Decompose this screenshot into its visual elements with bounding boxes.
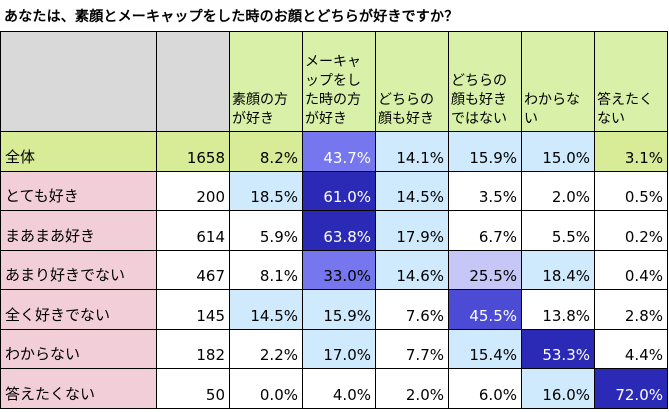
value-cell: 15.0% — [522, 132, 595, 172]
value-cell: 15.9% — [449, 132, 522, 172]
value-cell: 5.9% — [230, 211, 303, 251]
value-cell: 18.4% — [522, 250, 595, 290]
row-label: 全体 — [0, 132, 157, 172]
column-header: 答えたくない — [595, 31, 668, 132]
value-cell: 17.9% — [376, 211, 449, 251]
value-cell: 6.0% — [449, 369, 522, 409]
value-cell: 13.8% — [522, 290, 595, 330]
row-count: 182 — [157, 329, 230, 369]
value-cell: 8.2% — [230, 132, 303, 172]
value-cell: 2.2% — [230, 329, 303, 369]
row-label: まあまあ好き — [0, 211, 157, 251]
value-cell: 8.1% — [230, 250, 303, 290]
value-cell: 2.8% — [595, 290, 668, 330]
value-cell: 18.5% — [230, 171, 303, 211]
value-cell: 3.1% — [595, 132, 668, 172]
value-cell: 72.0% — [595, 369, 668, 409]
value-cell: 4.4% — [595, 329, 668, 369]
row-count: 1658 — [157, 132, 230, 172]
value-cell: 53.3% — [522, 329, 595, 369]
value-cell: 0.4% — [595, 250, 668, 290]
row-label: とても好き — [0, 171, 157, 211]
value-cell: 15.4% — [449, 329, 522, 369]
value-cell: 0.0% — [230, 369, 303, 409]
value-cell: 14.6% — [376, 250, 449, 290]
value-cell: 15.9% — [303, 290, 376, 330]
row-count: 467 — [157, 250, 230, 290]
row-label: わからない — [0, 329, 157, 369]
value-cell: 17.0% — [303, 329, 376, 369]
column-header: どちらの顔も好きではない — [449, 31, 522, 132]
value-cell: 6.7% — [449, 211, 522, 251]
value-cell: 43.7% — [303, 132, 376, 172]
value-cell: 14.1% — [376, 132, 449, 172]
value-cell: 0.5% — [595, 171, 668, 211]
row-count: 200 — [157, 171, 230, 211]
row-label: 答えたくない — [0, 369, 157, 409]
value-cell: 14.5% — [230, 290, 303, 330]
value-cell: 5.5% — [522, 211, 595, 251]
row-count: 50 — [157, 369, 230, 409]
column-header: わからない — [522, 31, 595, 132]
row-count: 145 — [157, 290, 230, 330]
column-header: 素顔の方が好き — [230, 31, 303, 132]
value-cell: 3.5% — [449, 171, 522, 211]
value-cell: 16.0% — [522, 369, 595, 409]
value-cell: 2.0% — [522, 171, 595, 211]
value-cell: 45.5% — [449, 290, 522, 330]
row-count: 614 — [157, 211, 230, 251]
column-header: メーキャップをした時の方が好き — [303, 31, 376, 132]
value-cell: 7.6% — [376, 290, 449, 330]
column-header — [0, 31, 157, 132]
value-cell: 14.5% — [376, 171, 449, 211]
column-header — [157, 31, 230, 132]
value-cell: 7.7% — [376, 329, 449, 369]
column-header: どちらの顔も好き — [376, 31, 449, 132]
value-cell: 4.0% — [303, 369, 376, 409]
value-cell: 0.2% — [595, 211, 668, 251]
row-label: あまり好きでない — [0, 250, 157, 290]
value-cell: 25.5% — [449, 250, 522, 290]
value-cell: 63.8% — [303, 211, 376, 251]
value-cell: 33.0% — [303, 250, 376, 290]
page-title: あなたは、素顔とメーキャップをした時のお顔とどちらが好きですか？ — [4, 9, 459, 25]
row-label: 全く好きでない — [0, 290, 157, 330]
value-cell: 61.0% — [303, 171, 376, 211]
value-cell: 2.0% — [376, 369, 449, 409]
